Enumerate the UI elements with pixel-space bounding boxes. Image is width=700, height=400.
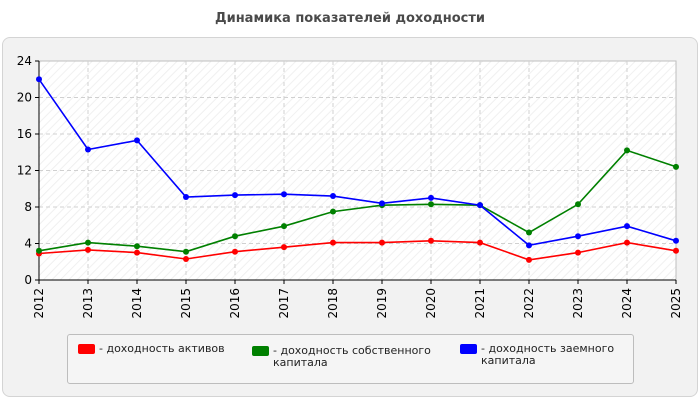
y-tick-label: 4 bbox=[24, 237, 32, 251]
data-point bbox=[85, 146, 91, 153]
series-line-0 bbox=[38, 239, 677, 261]
data-point bbox=[575, 201, 581, 208]
x-tick-label: 2019 bbox=[375, 288, 389, 319]
y-tick-label: 0 bbox=[24, 273, 32, 287]
data-point bbox=[281, 223, 287, 230]
x-tick-label: 2021 bbox=[473, 288, 487, 319]
x-tick-label: 2014 bbox=[130, 288, 144, 319]
data-point bbox=[36, 247, 42, 254]
data-point bbox=[330, 193, 336, 200]
data-point bbox=[379, 200, 385, 207]
data-point bbox=[428, 237, 434, 244]
data-point bbox=[624, 239, 630, 246]
data-point bbox=[673, 163, 679, 170]
x-tick-label: 2016 bbox=[228, 288, 242, 319]
x-tick-label: 2015 bbox=[179, 288, 193, 319]
legend-label-line: - доходность активов bbox=[99, 342, 225, 355]
data-point bbox=[330, 208, 336, 215]
legend-item-assets: - доходность активов bbox=[78, 343, 225, 355]
x-tick-label: 2018 bbox=[326, 288, 340, 319]
data-point bbox=[477, 202, 483, 209]
data-point bbox=[134, 243, 140, 250]
data-point bbox=[232, 233, 238, 240]
data-point bbox=[330, 239, 336, 246]
x-tick-label: 2024 bbox=[620, 288, 634, 319]
legend-item-debt: - доходность заемного капитала bbox=[460, 343, 614, 367]
chart-title: Динамика показателей доходности bbox=[215, 11, 485, 26]
legend-item-equity: - доходность собственного капитала bbox=[252, 345, 431, 369]
legend-label-line: - доходность заемного bbox=[481, 342, 615, 355]
legend-label: - доходность собственного капитала bbox=[273, 345, 431, 369]
legend-swatch-green bbox=[252, 346, 269, 356]
y-tick-label: 24 bbox=[17, 54, 32, 68]
series-line-1 bbox=[38, 149, 677, 253]
data-point bbox=[477, 239, 483, 246]
legend-swatch-red bbox=[78, 344, 95, 354]
y-tick-label: 8 bbox=[24, 200, 32, 214]
data-point bbox=[526, 256, 532, 263]
data-point bbox=[281, 191, 287, 198]
data-point bbox=[379, 239, 385, 246]
data-point bbox=[428, 201, 434, 208]
data-point bbox=[183, 256, 189, 263]
data-point bbox=[183, 248, 189, 255]
data-point bbox=[575, 233, 581, 240]
data-point bbox=[183, 193, 189, 200]
data-point bbox=[673, 237, 679, 244]
data-point bbox=[526, 229, 532, 236]
y-tick-label: 12 bbox=[17, 164, 32, 178]
data-point bbox=[575, 249, 581, 256]
data-point bbox=[36, 76, 42, 83]
legend-label-line: - доходность собственного bbox=[273, 344, 431, 357]
data-point bbox=[428, 194, 434, 201]
data-point bbox=[232, 192, 238, 199]
data-point bbox=[85, 246, 91, 253]
x-tick-label: 2013 bbox=[81, 288, 95, 319]
data-point bbox=[624, 147, 630, 154]
data-point bbox=[134, 137, 140, 144]
legend: - доходность активов - доходность собств… bbox=[67, 334, 634, 384]
x-tick-label: 2025 bbox=[669, 288, 683, 319]
series-line-2 bbox=[38, 78, 677, 247]
legend-label-line: капитала bbox=[273, 356, 328, 369]
data-point bbox=[85, 239, 91, 246]
data-point bbox=[232, 248, 238, 255]
legend-label-line: капитала bbox=[481, 354, 536, 367]
x-tick-label: 2022 bbox=[522, 288, 536, 319]
data-point bbox=[624, 223, 630, 230]
x-tick-label: 2012 bbox=[32, 288, 46, 319]
axes bbox=[35, 60, 677, 284]
x-tick-label: 2017 bbox=[277, 288, 291, 319]
data-point bbox=[281, 244, 287, 251]
legend-label: - доходность активов bbox=[99, 343, 225, 355]
legend-swatch-blue bbox=[460, 344, 477, 354]
data-point bbox=[526, 242, 532, 249]
x-tick-label: 2023 bbox=[571, 288, 585, 319]
y-tick-label: 20 bbox=[17, 91, 32, 105]
x-tick-label: 2020 bbox=[424, 288, 438, 319]
series-layer bbox=[36, 76, 679, 263]
data-point bbox=[673, 247, 679, 254]
legend-label: - доходность заемного капитала bbox=[481, 343, 614, 367]
y-tick-label: 16 bbox=[17, 127, 32, 141]
data-point bbox=[134, 249, 140, 256]
